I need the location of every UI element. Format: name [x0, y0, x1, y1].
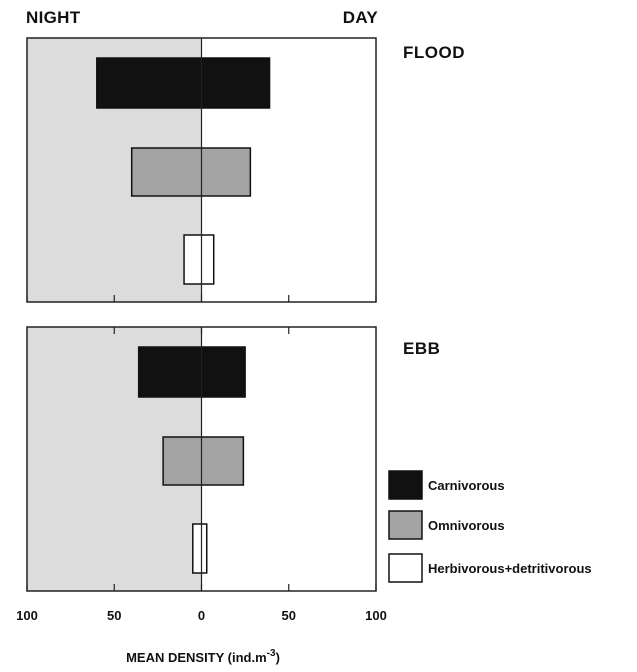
x-axis: 100 50 0 50 100 [16, 608, 387, 623]
bar-herbivorous-detritivorous [192, 523, 208, 574]
x-tick-label: 50 [107, 608, 121, 623]
legend-label: Carnivorous [428, 478, 505, 493]
legend-swatch [388, 510, 423, 540]
panel-frame [26, 37, 377, 303]
legend-swatch [388, 553, 423, 583]
legend: Carnivorous Omnivorous Herbivorous+detriti… [388, 470, 592, 583]
legend-item: Carnivorous [388, 470, 505, 500]
night-header: NIGHT [26, 8, 81, 27]
panels-layer: FLOOD EBB [26, 37, 465, 592]
x-tick-label: 100 [365, 608, 387, 623]
panel-flood: FLOOD [26, 37, 465, 303]
x-tick-label: 50 [282, 608, 296, 623]
panel-label: EBB [403, 339, 440, 358]
legend-swatch [388, 470, 423, 500]
x-tick-label: 0 [198, 608, 205, 623]
panel-frame [26, 326, 377, 592]
x-axis-title-superscript: -3 [267, 648, 276, 659]
bar-omnivorous [130, 147, 252, 197]
legend-item: Omnivorous [388, 510, 505, 540]
panel-label: FLOOD [403, 43, 465, 62]
bar-carnivorous [137, 346, 246, 398]
legend-item: Herbivorous+detritivorous [388, 553, 592, 583]
day-header: DAY [343, 8, 379, 27]
legend-label: Omnivorous [428, 518, 505, 533]
bar-herbivorous-detritivorous [183, 234, 215, 285]
legend-label: Herbivorous+detritivorous [428, 561, 592, 576]
x-axis-title: MEAN DENSITY (ind.m-3) [126, 648, 280, 665]
bar-omnivorous [162, 436, 245, 486]
x-axis-title-close: ) [276, 650, 280, 665]
x-axis-title-text: MEAN DENSITY (ind.m [126, 650, 267, 665]
x-tick-label: 100 [16, 608, 38, 623]
panel-ebb: EBB [26, 326, 440, 592]
bar-carnivorous [96, 57, 271, 109]
